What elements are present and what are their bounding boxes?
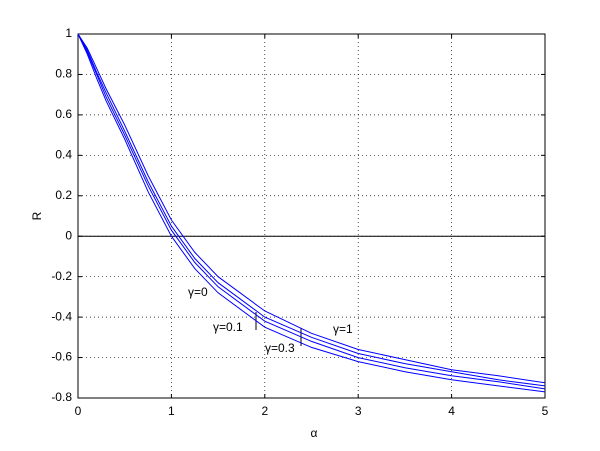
y-tick-label: 1 [65, 26, 72, 40]
x-tick-label: 1 [168, 404, 175, 418]
x-tick-label: 5 [542, 404, 549, 418]
series-line [77, 33, 546, 393]
y-tick-label: -0.6 [51, 350, 72, 364]
x-axis-label: α [311, 426, 318, 440]
y-tick-label: 0.6 [55, 107, 72, 121]
series-line [77, 33, 546, 384]
series-label: γ=0 [188, 285, 208, 299]
series-line [77, 33, 546, 390]
x-tick-label: 2 [261, 404, 268, 418]
series-line [77, 33, 546, 387]
y-axis-label: R [30, 211, 44, 220]
y-tick-label: 0 [65, 228, 72, 242]
y-tick-label: -0.4 [51, 309, 72, 323]
y-tick-label: -0.8 [51, 390, 72, 404]
series-label: γ=1 [333, 322, 353, 336]
x-tick-label: 4 [448, 404, 455, 418]
plot-frame [77, 33, 546, 399]
y-tick-label: 0.4 [55, 148, 72, 162]
y-tick-label: 0.2 [55, 188, 72, 202]
y-tick-label: -0.2 [51, 269, 72, 283]
series-label: γ=0.1 [213, 320, 243, 334]
x-tick-label: 3 [355, 404, 362, 418]
y-tick-label: 0.8 [55, 67, 72, 81]
plot-area [78, 34, 545, 398]
x-tick-label: 0 [75, 404, 82, 418]
series-label: γ=0.3 [265, 341, 295, 355]
